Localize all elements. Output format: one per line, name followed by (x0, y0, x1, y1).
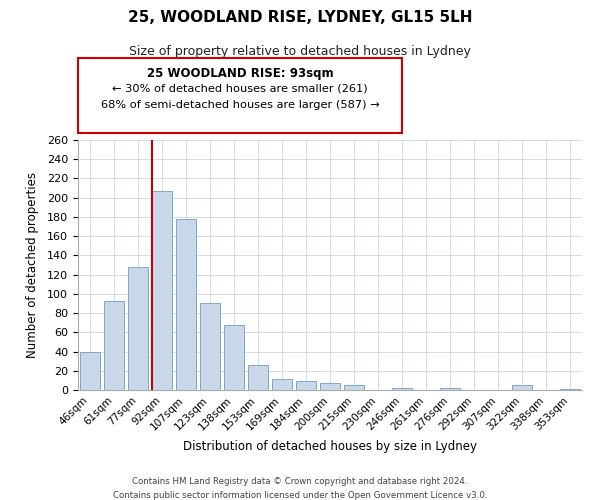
Bar (128, 267, 148, 390)
Bar (392, 388, 412, 390)
Text: 25, WOODLAND RISE, LYDNEY, GL15 5LH: 25, WOODLAND RISE, LYDNEY, GL15 5LH (128, 10, 472, 25)
Bar (80, 352, 100, 390)
Bar (296, 382, 316, 390)
Bar (200, 304, 220, 390)
Text: 25 WOODLAND RISE: 93sqm: 25 WOODLAND RISE: 93sqm (146, 66, 334, 80)
Bar (560, 389, 580, 390)
Bar (440, 388, 460, 390)
Bar (152, 191, 172, 390)
Bar (272, 380, 292, 390)
Bar (320, 384, 340, 390)
Text: Contains HM Land Registry data © Crown copyright and database right 2024.: Contains HM Land Registry data © Crown c… (132, 478, 468, 486)
Text: ← 30% of detached houses are smaller (261): ← 30% of detached houses are smaller (26… (112, 84, 368, 94)
Bar (344, 385, 364, 390)
Bar (248, 365, 268, 390)
Y-axis label: Number of detached properties: Number of detached properties (26, 172, 38, 358)
Bar (104, 300, 124, 390)
Bar (176, 219, 196, 390)
Bar (224, 324, 244, 390)
Text: 68% of semi-detached houses are larger (587) →: 68% of semi-detached houses are larger (… (101, 100, 379, 110)
X-axis label: Distribution of detached houses by size in Lydney: Distribution of detached houses by size … (183, 440, 477, 453)
Text: Size of property relative to detached houses in Lydney: Size of property relative to detached ho… (129, 45, 471, 58)
Bar (512, 385, 532, 390)
Text: Contains public sector information licensed under the Open Government Licence v3: Contains public sector information licen… (113, 491, 487, 500)
